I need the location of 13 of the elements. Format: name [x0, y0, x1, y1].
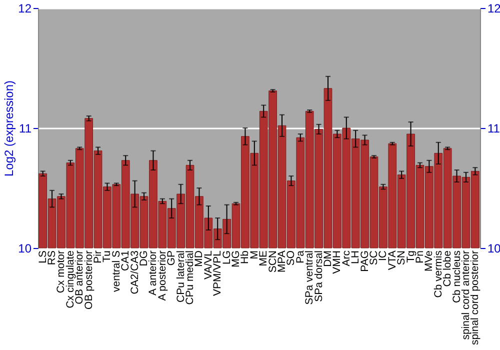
- y2-tick-label: 11: [488, 122, 500, 136]
- x-tick-label: Cx cingulate: [64, 250, 76, 308]
- y2-tick-label: 10: [488, 242, 500, 256]
- x-tick-label: GP: [166, 250, 178, 266]
- y-tick-label: 12: [18, 2, 32, 16]
- x-tick-label: LS: [36, 250, 49, 264]
- y-tick-label: 11: [19, 122, 32, 136]
- y2-tick-label: 12: [488, 2, 500, 16]
- x-tick-label: MVe: [423, 250, 436, 272]
- x-tick-label: spinal cord posterior: [469, 250, 482, 346]
- y-axis-title: Log2 (expression): [2, 80, 16, 177]
- x-tick-label: RS: [46, 250, 58, 266]
- y-tick-label: 10: [18, 242, 32, 256]
